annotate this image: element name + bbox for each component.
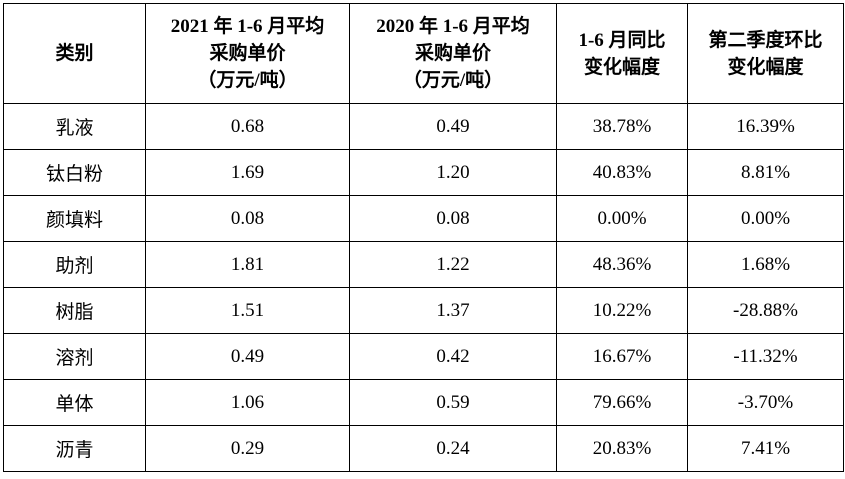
value-cell: 0.00% — [687, 195, 844, 242]
category-cell: 树脂 — [3, 287, 146, 334]
value-cell: 1.81 — [145, 241, 350, 288]
value-cell: 1.37 — [349, 287, 557, 334]
header-cell: 类别 — [3, 3, 146, 104]
header-cell: 第二季度环比 变化幅度 — [687, 3, 844, 104]
value-cell: 0.49 — [349, 103, 557, 150]
value-cell: -28.88% — [687, 287, 844, 334]
value-cell: 40.83% — [556, 149, 688, 196]
value-cell: 1.06 — [145, 379, 350, 426]
value-cell: -3.70% — [687, 379, 844, 426]
header-line: 变化幅度 — [583, 56, 660, 78]
value-cell: 0.08 — [349, 195, 557, 242]
value-cell: 8.81% — [687, 149, 844, 196]
table-row: 沥青 0.29 0.24 20.83% 7.41% — [3, 425, 844, 472]
table-row: 乳液 0.68 0.49 38.78% 16.39% — [3, 103, 844, 150]
value-cell: 16.39% — [687, 103, 844, 150]
value-cell: 0.42 — [349, 333, 557, 380]
category-cell: 溶剂 — [3, 333, 146, 380]
category-cell: 助剂 — [3, 241, 146, 288]
value-cell: 20.83% — [556, 425, 688, 472]
value-cell: 1.22 — [349, 241, 557, 288]
header-cell: 2020 年 1-6 月平均 采购单价 （万元/吨） — [349, 3, 557, 104]
header-line: 采购单价 — [209, 43, 286, 64]
value-cell: 1.51 — [145, 287, 350, 334]
value-cell: 10.22% — [556, 287, 688, 334]
header-line: 采购单价 — [414, 43, 491, 64]
value-cell: 0.29 — [145, 425, 350, 472]
value-cell: -11.32% — [687, 333, 844, 380]
value-cell: 7.41% — [687, 425, 844, 472]
value-cell: 0.59 — [349, 379, 557, 426]
value-cell: 1.20 — [349, 149, 557, 196]
header-line: 2021 年 1-6 月平均 — [170, 16, 325, 37]
header-line: 1-6 月同比 — [578, 29, 666, 51]
value-cell: 79.66% — [556, 379, 688, 426]
data-table: 类别 2021 年 1-6 月平均 采购单价 （万元/吨） 2020 年 1-6 月平均… — [3, 3, 844, 472]
value-cell: 1.68% — [687, 241, 844, 288]
header-line: （万元/吨） — [197, 70, 298, 91]
table-row: 树脂 1.51 1.37 10.22% -28.88% — [3, 287, 844, 334]
header-line: 变化幅度 — [727, 56, 804, 78]
header-line: 2020 年 1-6 月平均 — [376, 16, 530, 37]
value-cell: 0.49 — [145, 333, 350, 380]
table-row: 助剂 1.81 1.22 48.36% 1.68% — [3, 241, 844, 288]
category-cell: 乳液 — [3, 103, 146, 150]
header-line: （万元/吨） — [402, 70, 504, 91]
category-cell: 单体 — [3, 379, 146, 426]
header-line: 类别 — [55, 43, 94, 64]
value-cell: 48.36% — [556, 241, 688, 288]
category-cell: 颜填料 — [3, 195, 146, 242]
table-row: 钛白粉 1.69 1.20 40.83% 8.81% — [3, 149, 844, 196]
header-cell: 2021 年 1-6 月平均 采购单价 （万元/吨） — [145, 3, 350, 104]
table-row: 颜填料 0.08 0.08 0.00% 0.00% — [3, 195, 844, 242]
header-cell: 1-6 月同比 变化幅度 — [556, 3, 688, 104]
value-cell: 0.24 — [349, 425, 557, 472]
table-row: 单体 1.06 0.59 79.66% -3.70% — [3, 379, 844, 426]
value-cell: 1.69 — [145, 149, 350, 196]
header-line: 第二季度环比 — [708, 29, 823, 51]
value-cell: 16.67% — [556, 333, 688, 380]
value-cell: 38.78% — [556, 103, 688, 150]
category-cell: 钛白粉 — [3, 149, 146, 196]
category-cell: 沥青 — [3, 425, 146, 472]
table-row: 溶剂 0.49 0.42 16.67% -11.32% — [3, 333, 844, 380]
value-cell: 0.68 — [145, 103, 350, 150]
table-body: 乳液 0.68 0.49 38.78% 16.39% 钛白粉 1.69 1.20 40.83% 8… — [3, 103, 844, 472]
value-cell: 0.00% — [556, 195, 688, 242]
header-row: 类别 2021 年 1-6 月平均 采购单价 （万元/吨） 2020 年 1-6 月平均… — [3, 3, 844, 104]
value-cell: 0.08 — [145, 195, 350, 242]
